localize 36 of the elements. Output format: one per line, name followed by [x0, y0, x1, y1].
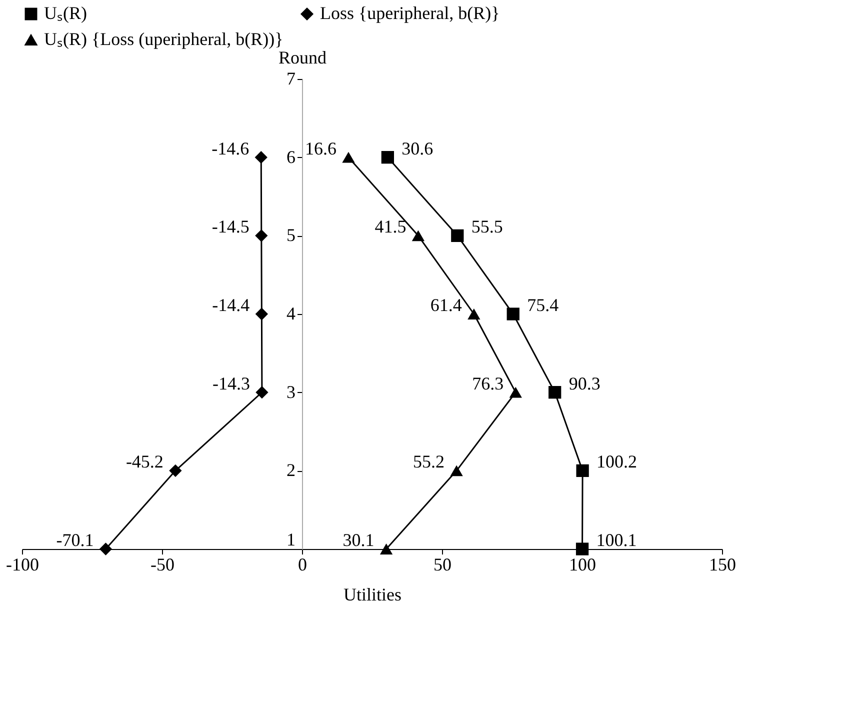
y-tick-label: 1: [286, 530, 296, 550]
data-label: -14.4: [212, 295, 250, 315]
x-axis-title: Utilities: [344, 584, 402, 604]
x-tick-label: 100: [569, 554, 596, 574]
data-label: 75.4: [527, 295, 559, 315]
x-tick-label: 50: [434, 554, 452, 574]
x-tick-label: -100: [6, 554, 39, 574]
data-label: -70.1: [56, 530, 94, 550]
data-label: -45.2: [126, 452, 164, 472]
x-tick-label: 150: [709, 554, 736, 574]
data-label: 55.5: [471, 216, 503, 237]
legend-label: Uₛ(R) {Loss (uperipheral, b(R))}: [44, 29, 284, 49]
data-label: -14.6: [212, 138, 250, 158]
y-axis-title: Round: [278, 48, 327, 68]
data-label: -14.5: [212, 216, 250, 237]
data-label: 61.4: [430, 295, 462, 315]
data-label: 76.3: [472, 373, 504, 394]
data-label: 100.2: [596, 452, 638, 472]
y-tick-label: 4: [286, 304, 296, 324]
legend-label: Loss {uperipheral, b(R)}: [320, 3, 500, 23]
x-tick-label: 0: [298, 554, 307, 574]
data-label: -14.3: [212, 373, 250, 394]
data-label: 16.6: [304, 138, 336, 158]
legend-label: Uₛ(R): [44, 3, 87, 23]
data-label: 30.6: [402, 138, 434, 158]
x-tick-label: -50: [150, 554, 174, 574]
y-tick-label: 6: [286, 146, 296, 167]
data-label: 100.1: [596, 530, 637, 550]
data-label: 90.3: [568, 373, 600, 394]
data-label: 30.1: [342, 530, 374, 550]
data-label: 55.2: [413, 452, 445, 472]
y-tick-label: 5: [286, 225, 296, 246]
data-label: 41.5: [374, 216, 406, 237]
y-tick-label: 7: [286, 68, 296, 88]
y-tick-label: 2: [286, 460, 296, 480]
y-tick-label: 3: [286, 382, 296, 402]
